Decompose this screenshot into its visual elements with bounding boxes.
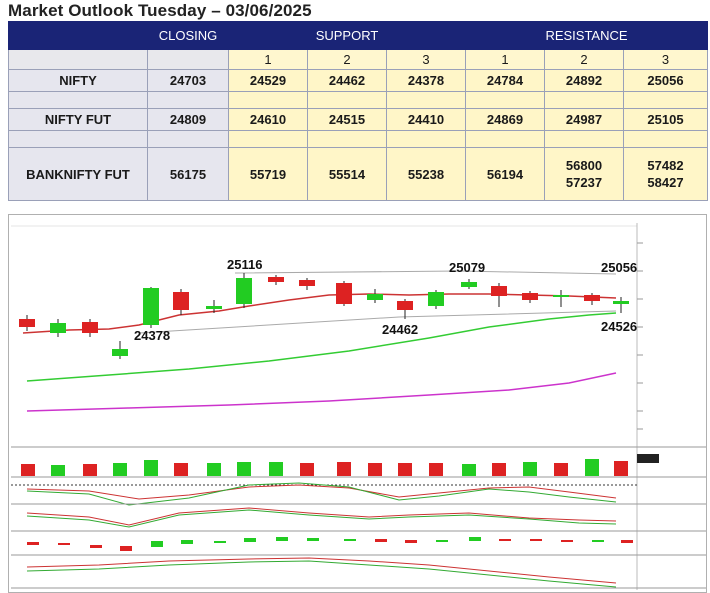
table-row: NIFTY 24703 24529 24462 24378 24784 2489… — [8, 69, 708, 92]
moving-average-mid — [26, 312, 617, 382]
header-row: CLOSING SUPPORT RESISTANCE — [8, 21, 708, 50]
annotation-high-2: 25079 — [449, 260, 485, 275]
resistance-value: 56194 — [465, 147, 545, 201]
annotation-high-3: 25056 — [601, 260, 637, 275]
indicator-line-6 — [26, 560, 617, 588]
indicator-line-1 — [26, 484, 617, 500]
support-value: 24515 — [307, 108, 387, 131]
header-blank — [8, 21, 148, 50]
level-number-row: 1 2 3 1 2 3 — [8, 49, 708, 70]
support-value: 24462 — [307, 69, 387, 92]
resistance-value: 56800 57237 — [544, 147, 624, 201]
resistance-value: 24784 — [465, 69, 545, 92]
row-label: NIFTY FUT — [8, 108, 148, 131]
volume-axis-marker — [637, 454, 659, 463]
header-closing: CLOSING — [147, 21, 229, 50]
levels-table: CLOSING SUPPORT RESISTANCE 1 2 3 1 2 3 N… — [8, 21, 708, 201]
annotation-high-1: 25116 — [227, 257, 262, 272]
indicator-line-4 — [26, 509, 617, 528]
spacer-row — [8, 91, 708, 109]
resistance-value: 24892 — [544, 69, 624, 92]
resistance-level-2: 2 — [544, 49, 624, 70]
spacer-row — [8, 130, 708, 148]
resistance-level-1: 1 — [465, 49, 545, 70]
moving-average-long — [26, 372, 617, 412]
support-level-1: 1 — [228, 49, 308, 70]
support-value: 24529 — [228, 69, 308, 92]
chart-svg: 25116 24378 25079 25056 24462 24526 — [9, 215, 706, 592]
indicator-line-2 — [26, 482, 617, 506]
resistance-value: 25105 — [623, 108, 708, 131]
support-value: 55238 — [386, 147, 466, 201]
annotation-low-3: 24526 — [601, 319, 637, 334]
moving-average-short — [22, 293, 617, 334]
annotation-low-2: 24462 — [382, 322, 418, 337]
header-resistance: RESISTANCE — [465, 21, 708, 50]
support-value: 55719 — [228, 147, 308, 201]
volume-bars — [21, 459, 628, 476]
resistance-level-3: 3 — [623, 49, 708, 70]
support-value: 24378 — [386, 69, 466, 92]
annotation-low-1: 24378 — [134, 328, 170, 343]
trendline-bottom — [138, 310, 617, 334]
candlesticks — [19, 273, 629, 359]
page-title: Market Outlook Tuesday – 03/06/2025 — [8, 1, 312, 20]
header-support: SUPPORT — [228, 21, 466, 50]
support-level-3: 3 — [386, 49, 466, 70]
table-row: NIFTY FUT 24809 24610 24515 24410 24869 … — [8, 108, 708, 131]
indicator-line-3 — [26, 507, 617, 526]
table-row: BANKNIFTY FUT 56175 55719 55514 55238 56… — [8, 147, 708, 201]
row-label: BANKNIFTY FUT — [8, 147, 148, 201]
price-chart: 25116 24378 25079 25056 24462 24526 — [8, 214, 707, 593]
closing-value: 56175 — [147, 147, 229, 201]
closing-value: 24703 — [147, 69, 229, 92]
closing-value: 24809 — [147, 108, 229, 131]
support-level-2: 2 — [307, 49, 387, 70]
resistance-value: 24987 — [544, 108, 624, 131]
indicator-line-5 — [26, 557, 617, 584]
resistance-value: 57482 58427 — [623, 147, 708, 201]
resistance-value: 25056 — [623, 69, 708, 92]
price-axis-ticks — [637, 242, 643, 430]
support-value: 55514 — [307, 147, 387, 201]
trendline-top — [234, 270, 617, 275]
chart-background — [9, 215, 706, 592]
histogram-bars — [27, 537, 633, 551]
support-value: 24410 — [386, 108, 466, 131]
resistance-value: 24869 — [465, 108, 545, 131]
support-value: 24610 — [228, 108, 308, 131]
row-label: NIFTY — [8, 69, 148, 92]
